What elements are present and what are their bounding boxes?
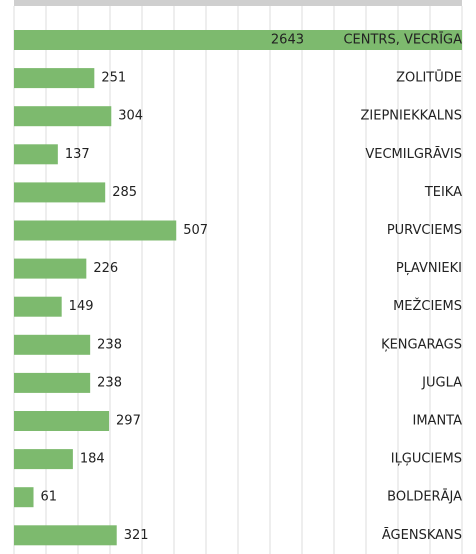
bar (14, 182, 106, 203)
bar (14, 296, 62, 317)
category-label: MEŽCIEMS (393, 298, 462, 314)
category-label: ĶENGARAGS (381, 337, 462, 352)
bar (14, 30, 462, 50)
category-label: JUGLA (421, 375, 462, 390)
value-label: 61 (41, 490, 58, 505)
category-label: VECMILGRĀVIS (365, 147, 462, 162)
category-label: PĻAVNIEKI (396, 261, 462, 276)
bar (14, 68, 95, 89)
value-label: 2643 (271, 33, 304, 48)
bars (14, 30, 462, 546)
category-label: ZOLITŪDE (396, 71, 462, 86)
bar (14, 487, 34, 508)
value-label: 137 (65, 147, 90, 162)
value-label: 251 (101, 71, 126, 86)
bar (14, 258, 87, 279)
value-label: 507 (183, 223, 208, 238)
value-label: 238 (97, 375, 122, 390)
grid (13, 6, 463, 554)
bar (14, 334, 91, 355)
category-label: IĻĢUCIEMS (391, 452, 462, 467)
category-label: IMANTA (413, 414, 463, 429)
value-label: 226 (93, 261, 118, 276)
value-label: 297 (116, 414, 141, 429)
category-label: TEIKA (424, 185, 462, 200)
bar (14, 411, 110, 431)
category-label: BOLDERĀJA (387, 490, 462, 505)
bar (14, 372, 91, 393)
value-label: 149 (69, 299, 94, 314)
value-label: 304 (118, 109, 143, 124)
bar (14, 144, 58, 165)
value-label: 238 (97, 337, 122, 352)
category-label: ĀGENSKANS (382, 528, 462, 543)
bar (14, 449, 73, 470)
bar (14, 525, 117, 546)
value-label: 184 (80, 452, 105, 467)
bar (14, 106, 112, 127)
value-label: 285 (112, 185, 137, 200)
category-label: ZIEPNIEKKALNS (361, 109, 463, 124)
category-label: PURVCIEMS (387, 223, 462, 238)
category-label: CENTRS, VECRĪGA (343, 33, 462, 48)
labels: 2643 CENTRS, VECRĪGA 251 ZOLITŪDE 304 ZIEPNIE… (41, 33, 463, 543)
top-band (14, 0, 462, 6)
bar (14, 220, 177, 241)
value-label: 321 (124, 528, 149, 543)
